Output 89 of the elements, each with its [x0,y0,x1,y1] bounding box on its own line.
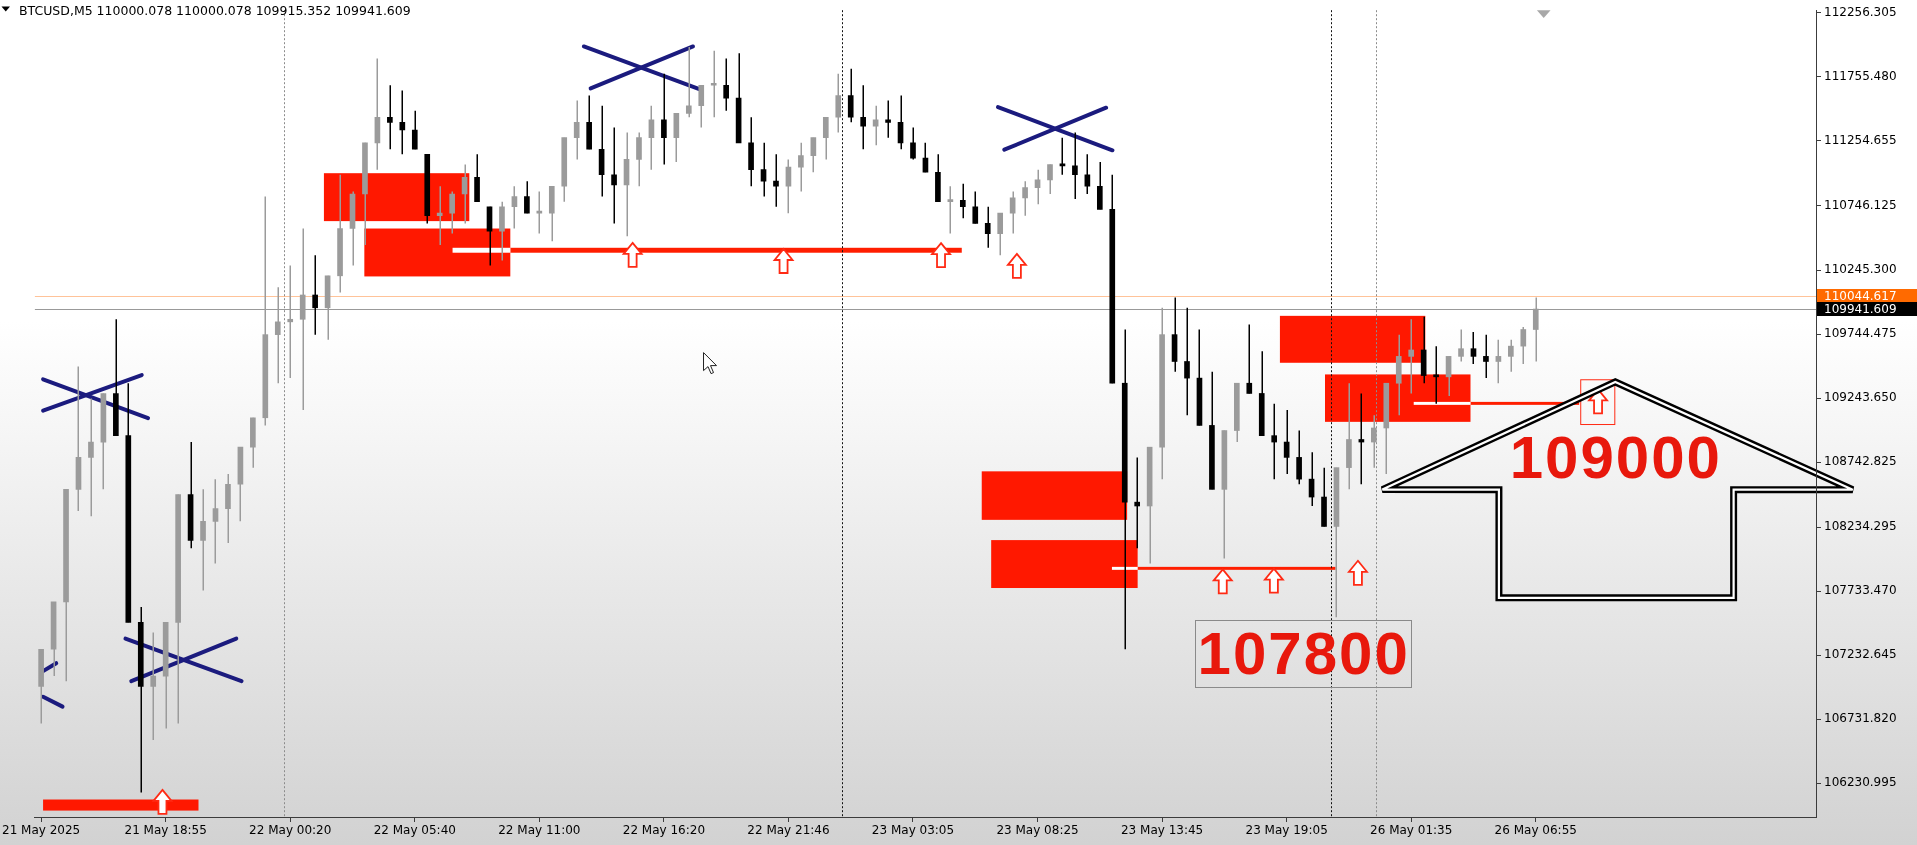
candlestick [573,99,580,161]
x-tick-label: 23 May 08:25 [996,823,1079,838]
candlestick [984,206,991,249]
candlestick [810,136,817,173]
candlestick [723,57,729,112]
chart-title: BTCUSD,M5 110000.078 110000.078 109915.352 109941.609 [19,3,411,19]
x-tick-label: 23 May 13:45 [1120,823,1204,838]
x-tick-label: 22 May 00:20 [249,823,332,838]
y-tick-label: 106230.995 [1824,775,1897,790]
candlestick [436,185,443,246]
y-tick-label: 110245.300 [1824,262,1897,277]
candlestick [1072,131,1078,200]
candlestick [685,46,692,118]
candlestick [972,190,979,225]
candlestick [1470,331,1477,365]
candlestick [760,142,767,198]
x-tick-label: 21 May 18:55 [124,823,207,838]
x-tick-label: 26 May 01:35 [1370,823,1453,838]
candlestick [1246,323,1253,395]
candlestick [698,84,705,129]
annotation: 107800 [1195,619,1413,688]
candlestick [1084,153,1091,195]
candlestick [959,182,966,220]
annotation: 109000 [1508,423,1723,491]
y-tick-label: 108234.295 [1824,519,1897,534]
x-tick-label: 22 May 16:20 [622,823,706,838]
x-tick-label: 26 May 06:55 [1494,823,1577,838]
candlestick [88,397,94,517]
candlestick [449,190,455,235]
y-tick-label: 108742.825 [1824,454,1897,469]
candlestick [847,67,854,124]
y-tick-label: 106731.820 [1824,711,1897,726]
candlestick [1532,296,1539,363]
candlestick [312,254,318,336]
candlestick [710,49,717,118]
candlestick [274,286,281,384]
candlestick [399,89,406,156]
y-tick-label: 107232.645 [1824,647,1897,662]
x-tick-label: 23 May 03:05 [871,823,955,838]
x-tick-label: 22 May 05:40 [373,823,456,838]
candlestick [910,126,916,161]
ref-line-label: 110044.617 [1824,288,1897,303]
candlestick [1134,456,1141,549]
candlestick [1047,163,1053,195]
y-tick-label: 111254.655 [1824,133,1897,148]
y-tick-label: 111755.480 [1824,69,1897,84]
candlestick [773,153,779,208]
candlestick [1408,318,1415,395]
candlestick [997,212,1004,257]
candlestick [922,142,929,173]
candlestick [1184,307,1190,416]
candlestick [1508,339,1514,373]
candlestick [648,104,655,171]
candlestick [150,631,157,741]
x-tick-label: 21 May 2025 [2,823,81,838]
y-tick-label: 109744.475 [1824,326,1897,341]
candlestick [1458,328,1464,363]
candlestick [636,131,642,188]
candlestick [835,73,842,134]
candlestick [1371,414,1377,469]
x-tick-label: 22 May 11:00 [498,823,581,838]
y-tick-label: 107733.470 [1824,583,1897,598]
x-tick-label: 23 May 19:05 [1245,823,1328,838]
candlestick [798,142,804,193]
candlestick [947,185,954,235]
y-tick-label: 110746.125 [1824,198,1897,213]
candlestick [1483,333,1489,379]
candlestick [212,478,219,565]
candlestick [411,110,418,150]
candlestick [387,84,393,150]
candlestick [200,488,206,592]
candlestick [885,99,891,139]
ref-line-label: 109941.609 [1824,301,1897,316]
candlestick [860,84,866,150]
x-tick-label: 22 May 21:46 [747,823,830,838]
candlestick [872,104,879,147]
candlestick [1495,339,1502,384]
candlestick [1271,402,1278,480]
candlestick [524,180,530,214]
y-tick-label: 109243.650 [1824,390,1897,405]
candlestick [1296,429,1302,485]
candlestick [611,126,617,225]
y-tick-label: 112256.305 [1824,4,1897,19]
candlestick [287,264,294,379]
candlestick [1520,326,1527,365]
candlestick [822,116,829,161]
candlestick [661,73,667,166]
candlestick [1022,180,1028,217]
candlestick [1096,161,1103,211]
